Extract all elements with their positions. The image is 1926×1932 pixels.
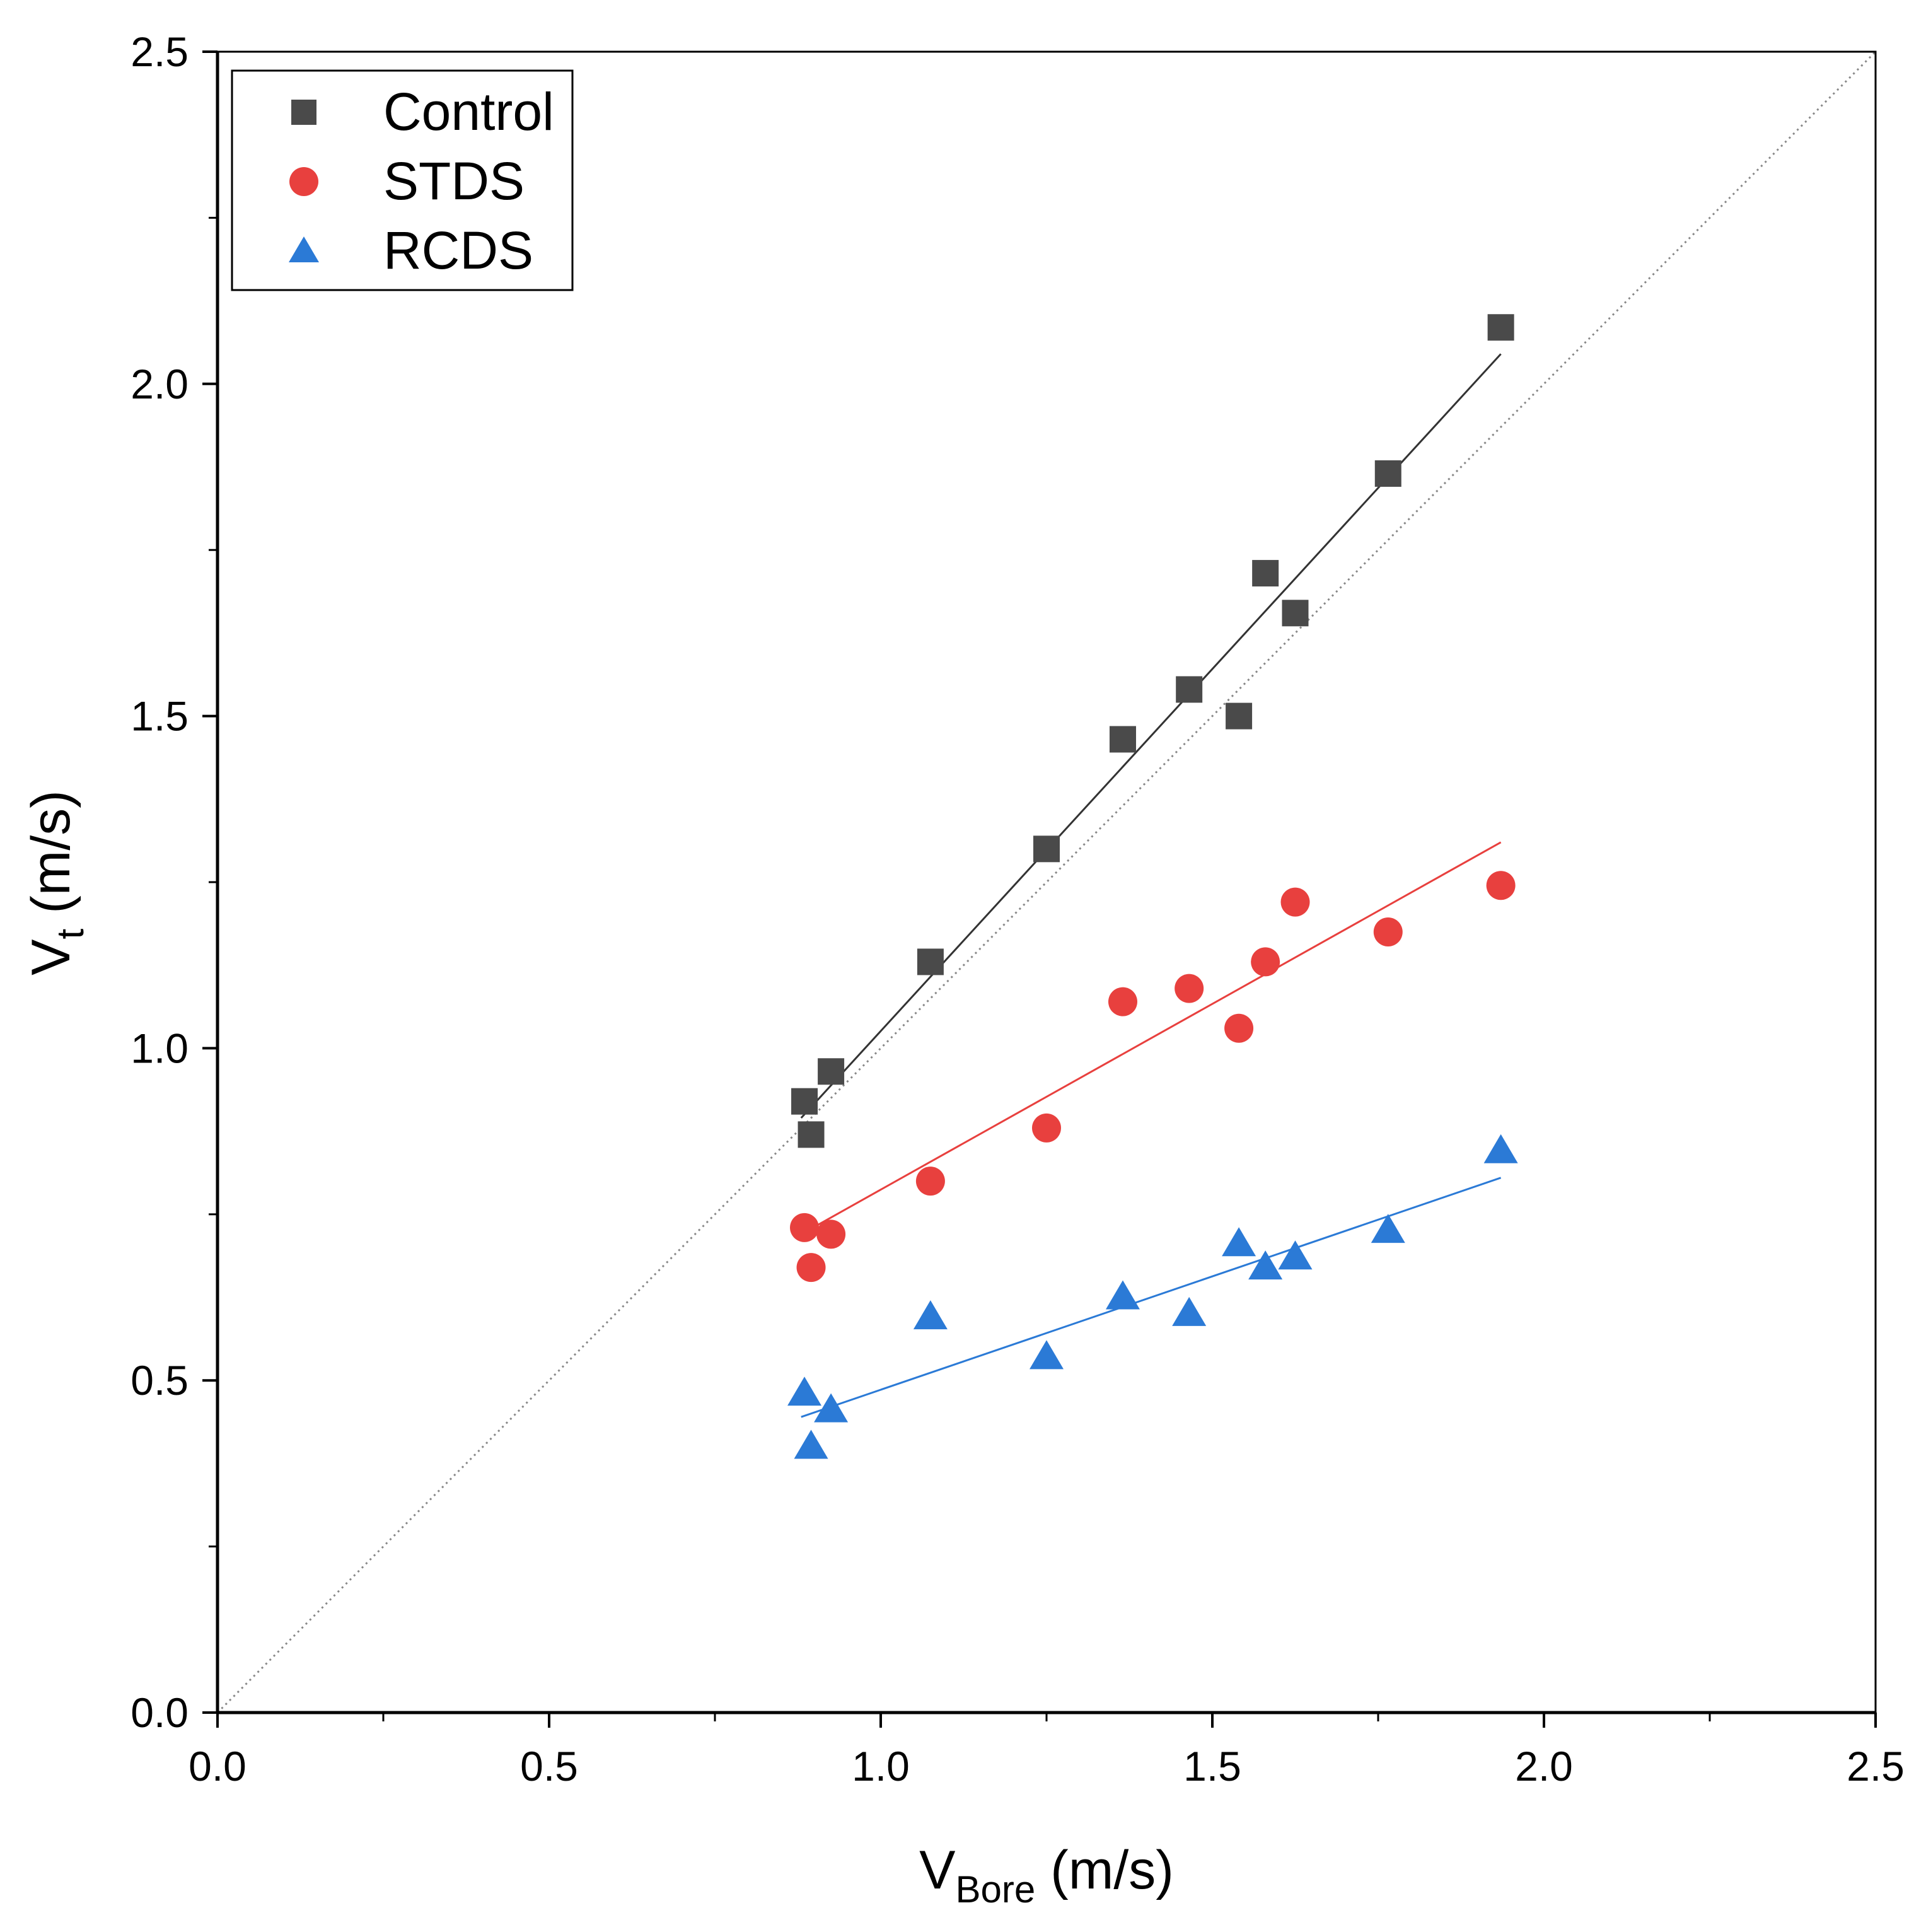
legend-marker-stds bbox=[289, 167, 318, 196]
legend-marker-control bbox=[291, 100, 316, 125]
data-point-stds bbox=[816, 1219, 846, 1249]
data-point-stds bbox=[1486, 871, 1516, 900]
x-axis-label-main: V bbox=[919, 1840, 955, 1900]
data-point-rcds bbox=[1172, 1296, 1207, 1326]
data-point-stds bbox=[796, 1253, 826, 1283]
data-point-rcds bbox=[1030, 1340, 1064, 1370]
data-point-control bbox=[798, 1121, 825, 1148]
data-point-stds bbox=[1373, 917, 1403, 947]
legend-box bbox=[231, 69, 574, 291]
fit-line-stds bbox=[801, 841, 1502, 1235]
legend: Control STDS RCDS bbox=[231, 69, 574, 291]
data-point-control bbox=[1109, 726, 1136, 753]
data-point-control bbox=[917, 948, 944, 975]
y-axis-label: Vt (m/s) bbox=[21, 790, 91, 975]
data-point-control bbox=[818, 1058, 845, 1085]
legend-label-rcds: RCDS bbox=[383, 221, 533, 280]
data-point-rcds bbox=[787, 1376, 822, 1406]
x-axis-label: VBore (m/s) bbox=[919, 1840, 1174, 1911]
data-point-control bbox=[1033, 835, 1060, 863]
data-point-stds bbox=[1280, 887, 1310, 917]
y-tick-label: 0.5 bbox=[131, 1357, 189, 1404]
y-tick-label: 1.0 bbox=[131, 1025, 189, 1071]
y-tick-label: 1.5 bbox=[131, 693, 189, 740]
data-point-control bbox=[1176, 676, 1203, 703]
data-point-stds bbox=[1224, 1013, 1254, 1043]
x-axis-label-unit: (m/s) bbox=[1035, 1840, 1174, 1900]
y-tick-label: 0.0 bbox=[131, 1689, 189, 1736]
x-tick-label: 2.0 bbox=[1515, 1743, 1573, 1789]
x-tick-label: 1.5 bbox=[1183, 1743, 1241, 1789]
data-point-stds bbox=[1032, 1113, 1061, 1143]
data-point-rcds bbox=[1483, 1134, 1518, 1163]
y-axis-label-main: V bbox=[21, 940, 81, 975]
legend-label-stds: STDS bbox=[383, 151, 525, 211]
x-tick-label: 0.0 bbox=[189, 1743, 247, 1789]
data-point-stds bbox=[1175, 974, 1204, 1003]
data-point-rcds bbox=[1105, 1280, 1140, 1310]
data-point-rcds bbox=[1371, 1214, 1405, 1243]
legend-marker-rcds bbox=[289, 236, 319, 262]
y-tick-label: 2.0 bbox=[131, 361, 189, 407]
data-point-control bbox=[1226, 702, 1253, 730]
data-point-rcds bbox=[913, 1300, 948, 1330]
y-axis-label-unit: (m/s) bbox=[21, 790, 81, 929]
data-point-rcds bbox=[794, 1429, 828, 1459]
x-tick-label: 1.0 bbox=[852, 1743, 910, 1789]
data-point-control bbox=[1282, 600, 1309, 627]
data-point-stds bbox=[1108, 987, 1137, 1016]
data-point-stds bbox=[790, 1213, 820, 1242]
data-point-rcds bbox=[1222, 1227, 1256, 1257]
data-point-stds bbox=[1251, 947, 1280, 977]
x-tick-label: 2.5 bbox=[1847, 1743, 1905, 1789]
y-axis-label-sub: t bbox=[49, 929, 91, 940]
x-tick-label: 0.5 bbox=[520, 1743, 578, 1789]
data-point-rcds bbox=[1248, 1250, 1283, 1280]
fit-line-rcds bbox=[801, 1177, 1502, 1418]
data-point-control bbox=[1374, 460, 1401, 487]
y-tick-label: 2.5 bbox=[131, 28, 189, 75]
x-axis-label-sub: Bore bbox=[955, 1868, 1035, 1911]
legend-label-control: Control bbox=[383, 82, 554, 141]
data-point-stds bbox=[915, 1167, 945, 1196]
data-point-control bbox=[1487, 314, 1514, 341]
data-point-control bbox=[791, 1088, 818, 1115]
data-point-rcds bbox=[1278, 1240, 1313, 1270]
data-point-control bbox=[1252, 560, 1279, 587]
data-point-rcds bbox=[814, 1393, 849, 1423]
